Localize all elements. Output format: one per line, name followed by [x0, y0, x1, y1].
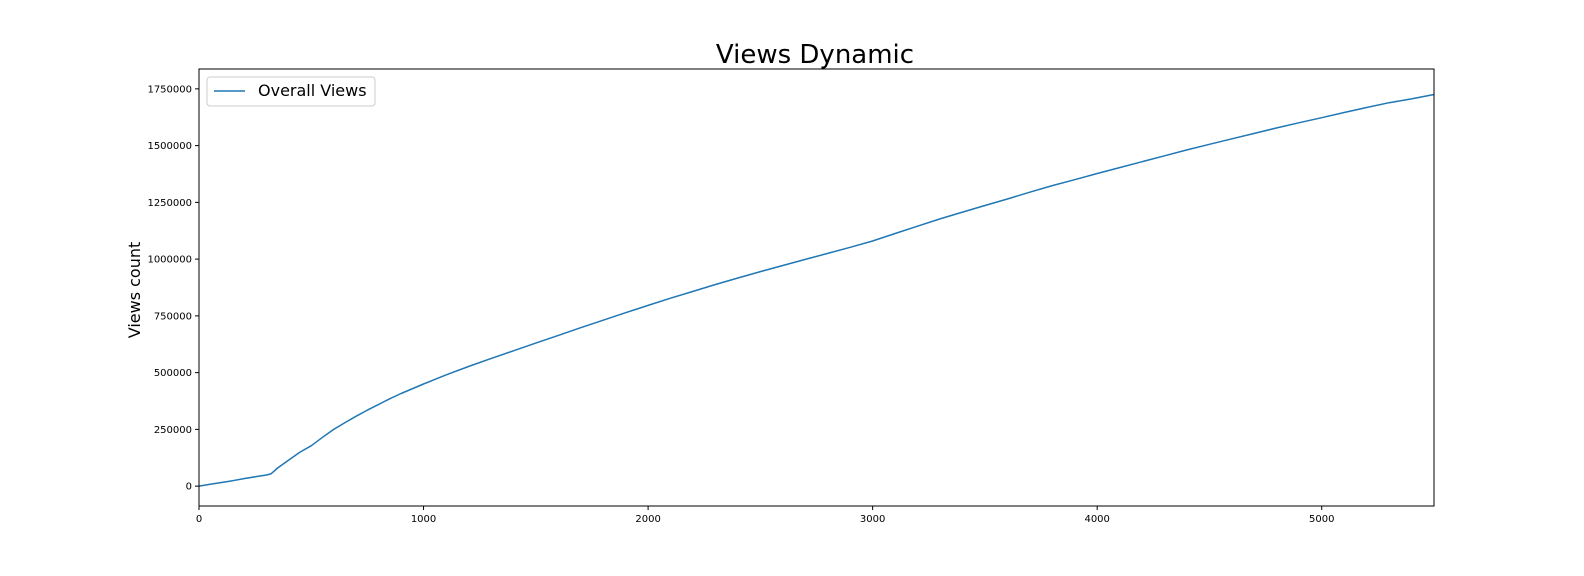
- y-tick-label: 1250000: [147, 198, 192, 209]
- y-axis-label: Views count: [125, 242, 144, 339]
- plot-area: [198, 93, 1435, 487]
- y-axis: 0 250000 500000 750000 1000000 1250000 1500000…: [147, 84, 199, 493]
- x-tick-label: 4000: [1084, 514, 1109, 525]
- y-tick-label: 1500000: [147, 141, 192, 152]
- x-tick-label: 5000: [1309, 514, 1334, 525]
- y-tick-label: 1000000: [147, 255, 192, 266]
- y-tick-label: 1750000: [147, 84, 192, 95]
- x-tick-label: 2000: [635, 514, 660, 525]
- y-tick-label: 0: [186, 482, 192, 493]
- x-tick-label: 0: [196, 514, 202, 525]
- x-axis: 0 1000 2000 3000 4000 5000: [196, 506, 1334, 525]
- x-tick-label: 3000: [860, 514, 885, 525]
- x-tick-label: 1000: [411, 514, 436, 525]
- legend-box: [206, 76, 376, 107]
- plot-frame: [198, 68, 1435, 507]
- y-tick-label: 250000: [154, 425, 192, 436]
- y-tick-label: 500000: [154, 368, 192, 379]
- legend-label-overall-views: Overall Views: [258, 81, 367, 100]
- chart-title: Views Dynamic: [716, 40, 914, 70]
- legend: Overall Views: [206, 76, 376, 107]
- series-line-overall-views: [198, 93, 1435, 487]
- y-tick-label: 750000: [154, 311, 192, 322]
